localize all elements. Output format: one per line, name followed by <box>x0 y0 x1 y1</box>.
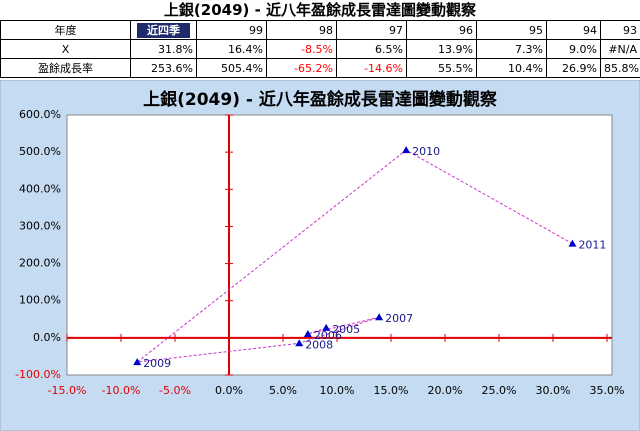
point <box>402 146 411 154</box>
table-cell: 505.4% <box>196 58 267 78</box>
table-cell: #N/A <box>600 39 640 59</box>
x-tick-label: -15.0% <box>48 384 87 397</box>
table-cell: 99 <box>196 20 267 40</box>
table-row: X 31.8% 16.4% -8.5% 6.5% 13.9% 7.3% 9.0% #N/A <box>0 39 640 59</box>
table-cell: 253.6% <box>130 58 197 78</box>
table-row: 盈餘成長率 253.6% 505.4% -65.2% -14.6% 55.5% 10.4% 2… <box>0 58 640 78</box>
table-cell: 9.0% <box>546 39 601 59</box>
y-tick-label: 500.0% <box>19 145 61 158</box>
table-cell: 年度 <box>0 20 131 40</box>
point-label: 2008 <box>305 338 333 351</box>
plot-area <box>66 114 613 376</box>
table-cell: 31.8% <box>130 39 197 59</box>
x-tick-label: -10.0% <box>102 384 141 397</box>
x-tick-label: 20.0% <box>428 384 463 397</box>
table-cell: 16.4% <box>196 39 267 59</box>
x-tick-label: 35.0% <box>590 384 625 397</box>
table-cell: 26.9% <box>546 58 601 78</box>
table-cell: 55.5% <box>406 58 477 78</box>
table-cell: 97 <box>336 20 407 40</box>
highlight-label: 近四季 <box>137 23 190 38</box>
point <box>568 239 577 247</box>
y-tick-label: 400.0% <box>19 182 61 195</box>
chart-title: 上銀(2049) - 近八年盈餘成長雷達圖變動觀察 <box>143 89 498 110</box>
data-table: 年度 近四季 99 98 97 96 95 94 93 X 31.8% 16.4% -8.5% 6.5% 1… <box>0 20 640 78</box>
table-cell: 13.9% <box>406 39 477 59</box>
table-cell: -65.2% <box>266 58 337 78</box>
point <box>322 323 331 331</box>
point-label: 2007 <box>385 312 413 325</box>
x-tick-label: 30.0% <box>536 384 571 397</box>
y-tick-label: 0.0% <box>33 331 61 344</box>
x-tick-label: 10.0% <box>320 384 355 397</box>
y-tick-label: 100.0% <box>19 294 61 307</box>
x-tick-label: 5.0% <box>269 384 297 397</box>
x-tick-label: 25.0% <box>482 384 517 397</box>
point <box>295 339 304 347</box>
table-cell: -8.5% <box>266 39 337 59</box>
point-label: 2010 <box>412 145 440 158</box>
point-label: 2005 <box>332 323 360 336</box>
x-tick-label: 15.0% <box>374 384 409 397</box>
table-cell: 96 <box>406 20 477 40</box>
point <box>133 358 142 366</box>
table-cell: 近四季 <box>130 20 197 40</box>
table-cell: 6.5% <box>336 39 407 59</box>
x-tick-label: -5.0% <box>159 384 191 397</box>
table-cell: 98 <box>266 20 337 40</box>
sheet-title: 上銀(2049) - 近八年盈餘成長雷達圖變動觀察 <box>163 1 477 19</box>
table-cell: 85.8% <box>600 58 640 78</box>
chart: 上銀(2049) - 近八年盈餘成長雷達圖變動觀察 -100.0% 0.0% 100… <box>0 80 640 431</box>
y-tick-label: 200.0% <box>19 257 61 270</box>
y-tick-label: -100.0% <box>15 368 61 381</box>
point-label: 2011 <box>578 239 606 252</box>
point-label: 2006 <box>314 329 342 342</box>
point <box>303 329 312 337</box>
table-cell: 94 <box>546 20 601 40</box>
x-tick-label: 0.0% <box>215 384 243 397</box>
table-cell: 10.4% <box>476 58 547 78</box>
header-row: 年度 近四季 99 98 97 96 95 94 93 <box>0 20 640 40</box>
table-cell: X <box>0 39 131 59</box>
point-label: 2009 <box>143 357 171 370</box>
table-cell: 7.3% <box>476 39 547 59</box>
table-cell: 盈餘成長率 <box>0 58 131 78</box>
table-cell: 95 <box>476 20 547 40</box>
y-tick-label: 300.0% <box>19 219 61 232</box>
table-cell: 93 <box>600 20 640 40</box>
y-tick-label: 600.0% <box>19 108 61 121</box>
point <box>375 313 384 321</box>
table-cell: -14.6% <box>336 58 407 78</box>
